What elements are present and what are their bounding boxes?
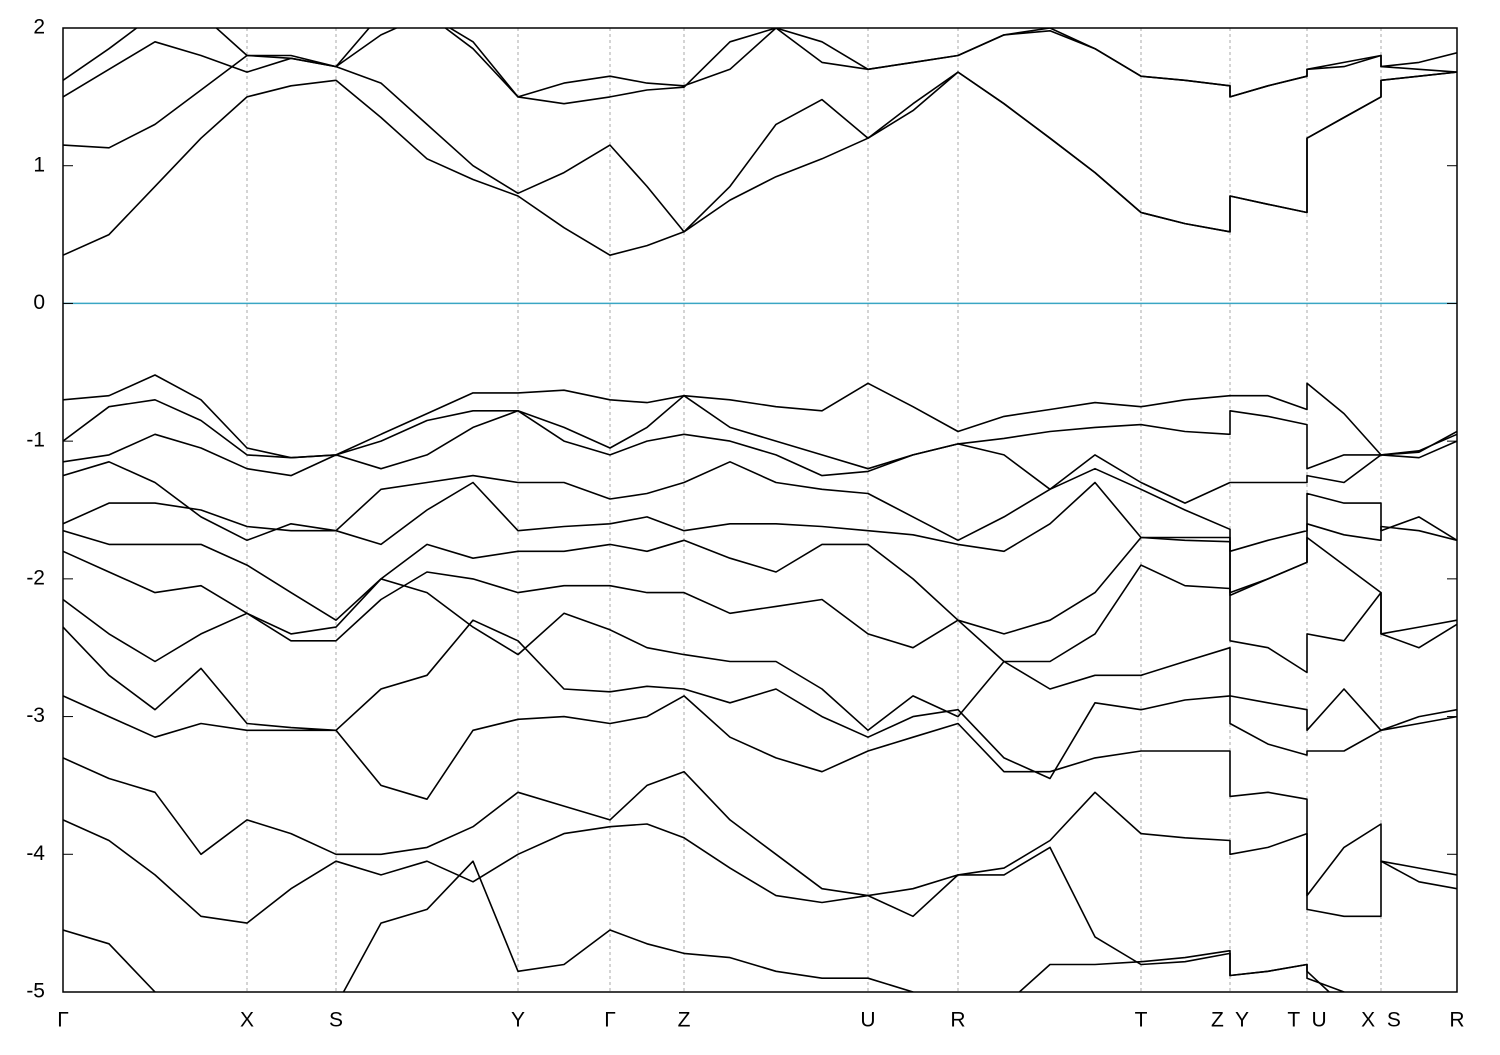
y-tick-label: 2 xyxy=(33,16,45,39)
y-tick-label: -5 xyxy=(26,980,45,1003)
band-line xyxy=(63,71,1457,256)
labels: -5 -4 -3 -2 -1 0 1 2 Γ X S Y Γ Z U R T Z Y T U X S R xyxy=(26,16,1464,1032)
band-line xyxy=(63,28,1457,149)
plot-frame xyxy=(62,27,1458,993)
x-tick-label: X xyxy=(240,1009,254,1032)
band-line xyxy=(63,619,1457,780)
y-tick-label: 0 xyxy=(33,291,45,314)
x-tick-label: X S xyxy=(1361,1009,1401,1032)
band-line xyxy=(63,757,1457,918)
band-line xyxy=(63,374,1457,459)
bands xyxy=(63,28,1457,992)
x-tick-label: U xyxy=(860,1009,875,1032)
x-tick-label: Y xyxy=(511,1009,525,1032)
band-line xyxy=(63,550,1457,674)
y-tick-label: -3 xyxy=(26,704,45,727)
band-line xyxy=(63,695,1457,897)
y-tick-label: 1 xyxy=(33,153,45,176)
x-tick-label: Γ xyxy=(604,1009,616,1032)
x-tick-label: R xyxy=(1449,1009,1464,1032)
band-line xyxy=(63,28,1457,98)
x-tick-label: S xyxy=(329,1009,343,1032)
y-tick-label: -1 xyxy=(26,429,45,452)
band-line xyxy=(63,529,1457,635)
band-line xyxy=(63,819,1331,992)
band-line xyxy=(63,41,1457,233)
x-tick-label: T U xyxy=(1287,1009,1326,1032)
band-line xyxy=(63,578,1457,732)
band-line xyxy=(63,860,1346,992)
x-tick-label: T xyxy=(1135,1009,1148,1032)
band-line xyxy=(63,481,1457,594)
grid xyxy=(62,28,1458,992)
band-line xyxy=(63,410,1457,504)
band-line xyxy=(63,394,1457,470)
x-tick-label: Z xyxy=(678,1009,691,1032)
band-line xyxy=(63,461,1457,553)
x-tick-label: Z Y xyxy=(1211,1009,1249,1032)
x-tick-label: R xyxy=(950,1009,965,1032)
y-tick-label: -2 xyxy=(26,566,45,589)
x-tick-label: Γ xyxy=(57,1009,69,1032)
y-tick-label: -4 xyxy=(26,842,45,865)
